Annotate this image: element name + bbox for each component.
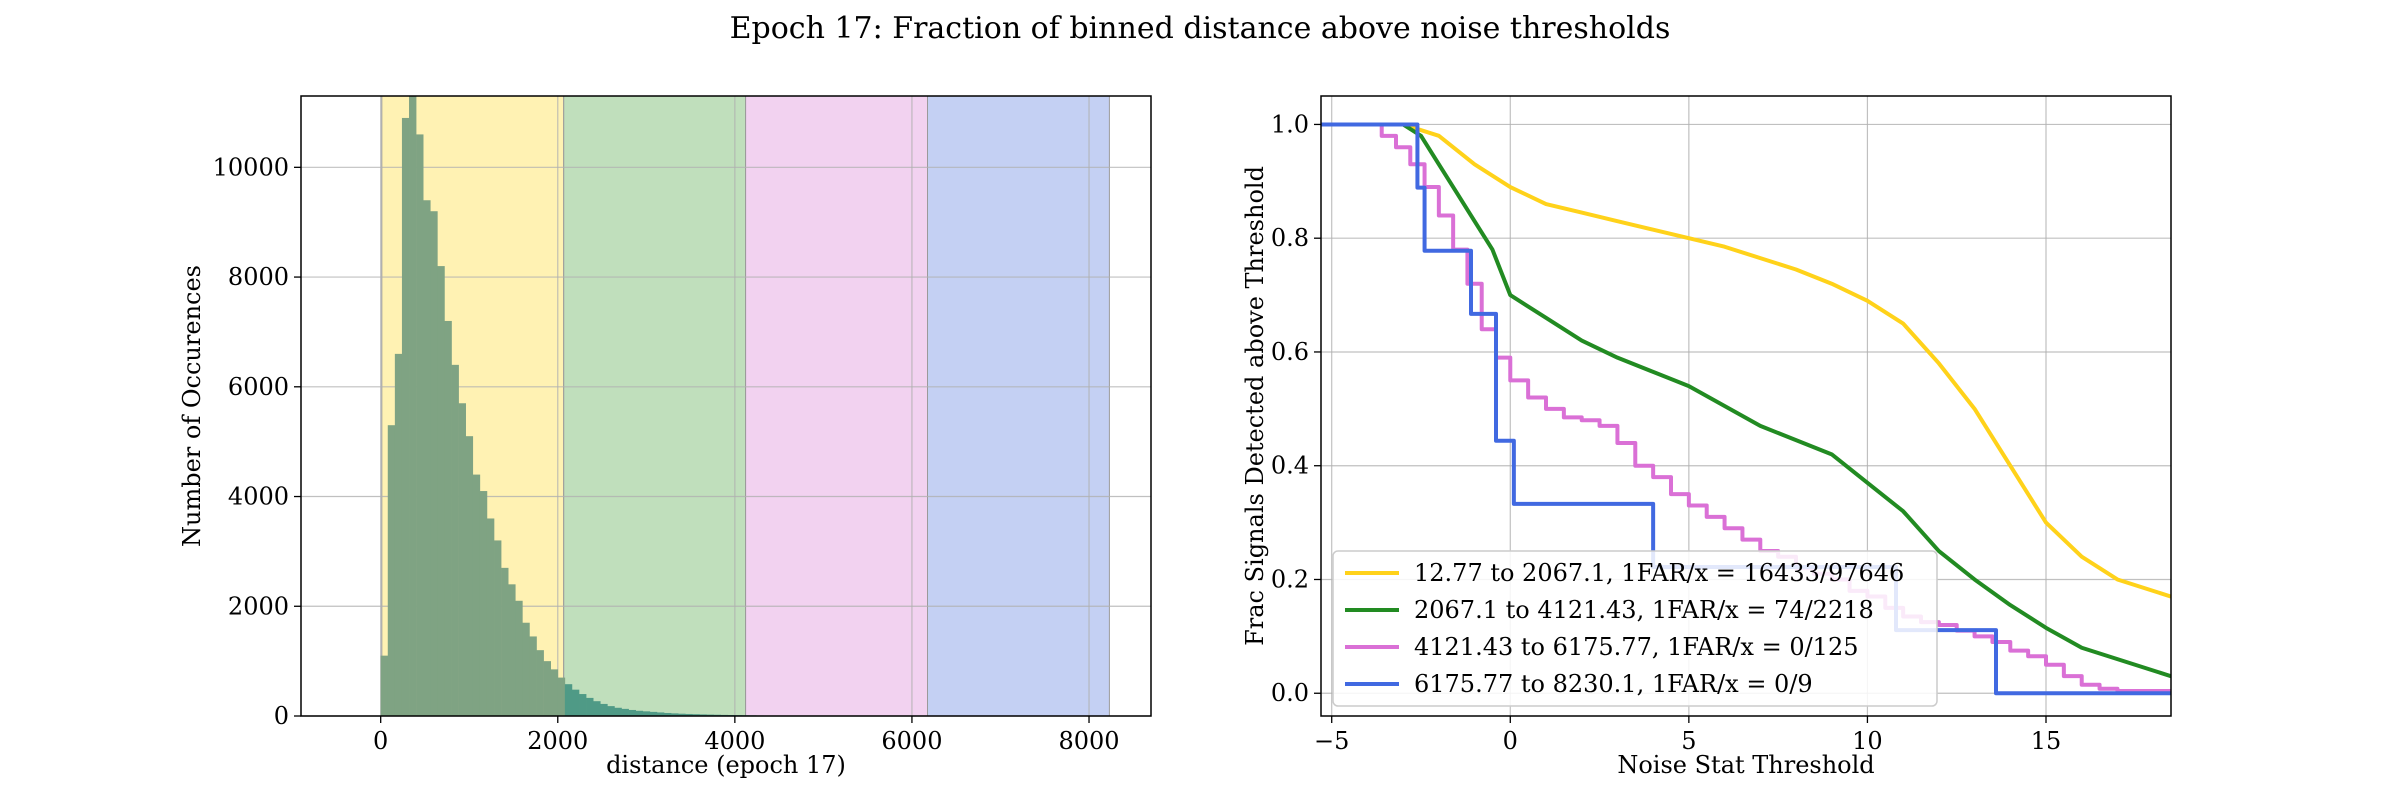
threshold-y-tick-label: 1.0 <box>1271 110 1309 138</box>
histogram-bar <box>423 200 431 716</box>
histogram-bar <box>416 134 424 716</box>
threshold-x-tick-label: 0 <box>1503 727 1518 755</box>
histogram-bars <box>380 96 863 716</box>
histogram-y-tick-label: 10000 <box>213 153 289 181</box>
threshold-x-tick-label: 15 <box>2031 727 2062 755</box>
legend-label-3: 4121.43 to 6175.77, 1FAR/x = 0/125 <box>1414 633 1859 661</box>
histogram-y-label: Number of Occurences <box>178 265 206 547</box>
histogram-bar <box>614 707 622 716</box>
histogram-bar <box>607 706 615 716</box>
threshold-x-ticks: −5 0 5 10 15 <box>1314 716 2061 755</box>
histogram-bar <box>401 117 410 716</box>
series-line-2 <box>1321 122 2171 679</box>
histogram-bar <box>550 669 559 716</box>
histogram-bar <box>571 689 580 716</box>
histogram-bar <box>586 697 594 716</box>
histogram-bar <box>628 709 636 716</box>
histogram-y-ticks: 0 2000 4000 6000 8000 10000 <box>213 153 301 730</box>
histogram-bar <box>486 518 495 716</box>
histogram-bar <box>529 636 537 716</box>
histogram-y-tick-label: 2000 <box>228 592 289 620</box>
distance-band-3 <box>745 96 929 716</box>
histogram-x-tick-label: 6000 <box>881 727 942 755</box>
legend: 12.77 to 2067.1, 1FAR/x = 16433/97646 206… <box>1332 550 1938 707</box>
distance-bands <box>381 96 1110 716</box>
histogram-bar <box>394 353 403 716</box>
histogram-bar <box>451 364 459 716</box>
histogram-x-label: distance (epoch 17) <box>606 751 846 779</box>
histogram-bar <box>444 320 452 716</box>
threshold-y-label: Frac Signals Detected above Threshold <box>1241 166 1269 646</box>
histogram-y-tick-label: 0 <box>274 702 289 730</box>
histogram-bar <box>465 436 474 716</box>
histogram-bar <box>664 712 672 716</box>
histogram-bar <box>501 567 509 716</box>
histogram-bar <box>678 713 686 716</box>
threshold-x-tick-label: −5 <box>1314 727 1349 755</box>
histogram-x-ticks: 0 2000 4000 6000 8000 <box>373 716 1120 755</box>
histogram-x-tick-label: 4000 <box>704 727 765 755</box>
threshold-x-label: Noise Stat Threshold <box>1617 751 1874 779</box>
threshold-y-tick-label: 0.4 <box>1271 452 1309 480</box>
histogram-bar <box>685 713 693 716</box>
histogram-y-tick-label: 6000 <box>228 373 289 401</box>
histogram-frame <box>300 95 1152 717</box>
histogram-x-tick-label: 0 <box>373 727 388 755</box>
histogram-bar <box>543 661 551 716</box>
histogram-bar <box>536 650 544 716</box>
histogram-bar <box>671 713 679 716</box>
histogram-bar <box>479 491 488 716</box>
histogram-bar <box>508 584 516 716</box>
histogram-x-tick-label: 8000 <box>1058 727 1119 755</box>
histogram-bar <box>656 712 665 716</box>
histogram-bar <box>437 266 445 716</box>
legend-label-4: 6175.77 to 8230.1, 1FAR/x = 0/9 <box>1414 670 1813 698</box>
histogram-y-tick-label: 8000 <box>228 263 289 291</box>
histogram-bar <box>458 403 466 716</box>
histogram-bar <box>635 710 644 716</box>
histogram-bar <box>430 211 438 716</box>
series-line-3 <box>1321 122 2171 694</box>
histogram-bar <box>409 96 417 716</box>
threshold-chart: −5 0 5 10 15 0.0 0.2 0.4 0.6 0.8 1.0 Noise Stat T… <box>1241 95 2172 779</box>
figure-title: Epoch 17: Fraction of binned distance ab… <box>730 11 1671 46</box>
histogram-y-tick-label: 4000 <box>228 483 289 511</box>
histogram-bar <box>522 622 530 716</box>
histogram-chart: 0 2000 4000 6000 8000 0 2000 4000 6000 8000 10000… <box>178 95 1152 779</box>
threshold-x-tick-label: 5 <box>1681 727 1696 755</box>
histogram-bar <box>692 714 700 716</box>
histogram-bar <box>649 711 658 716</box>
histogram-bar <box>593 701 601 716</box>
histogram-bar <box>387 425 396 716</box>
histogram-bar <box>600 703 608 716</box>
threshold-y-tick-label: 0.2 <box>1271 565 1309 593</box>
histogram-bar <box>380 655 389 716</box>
series-line-1 <box>1321 122 2171 599</box>
legend-box <box>1332 550 1938 707</box>
histogram-bar <box>472 474 481 716</box>
threshold-x-tick-label: 10 <box>1852 727 1883 755</box>
histogram-bar <box>621 708 629 716</box>
histogram-x-tick-label: 2000 <box>527 727 588 755</box>
histogram-bar <box>515 600 523 716</box>
histogram-bar <box>579 694 587 716</box>
threshold-frame <box>1320 95 2172 717</box>
threshold-y-tick-label: 0.0 <box>1271 679 1309 707</box>
histogram-bar <box>494 540 502 716</box>
histogram-bar <box>642 711 651 716</box>
threshold-y-tick-label: 0.6 <box>1271 338 1309 366</box>
histogram-bar <box>557 677 566 716</box>
threshold-y-tick-label: 0.8 <box>1271 224 1309 252</box>
legend-label-1: 12.77 to 2067.1, 1FAR/x = 16433/97646 <box>1414 559 1904 587</box>
histogram-bar <box>699 714 707 716</box>
distance-band-4 <box>927 96 1110 716</box>
legend-label-2: 2067.1 to 4121.43, 1FAR/x = 74/2218 <box>1414 596 1874 624</box>
distance-band-2 <box>563 96 747 716</box>
threshold-y-ticks: 0.0 0.2 0.4 0.6 0.8 1.0 <box>1271 110 1321 707</box>
histogram-bar <box>564 684 573 716</box>
